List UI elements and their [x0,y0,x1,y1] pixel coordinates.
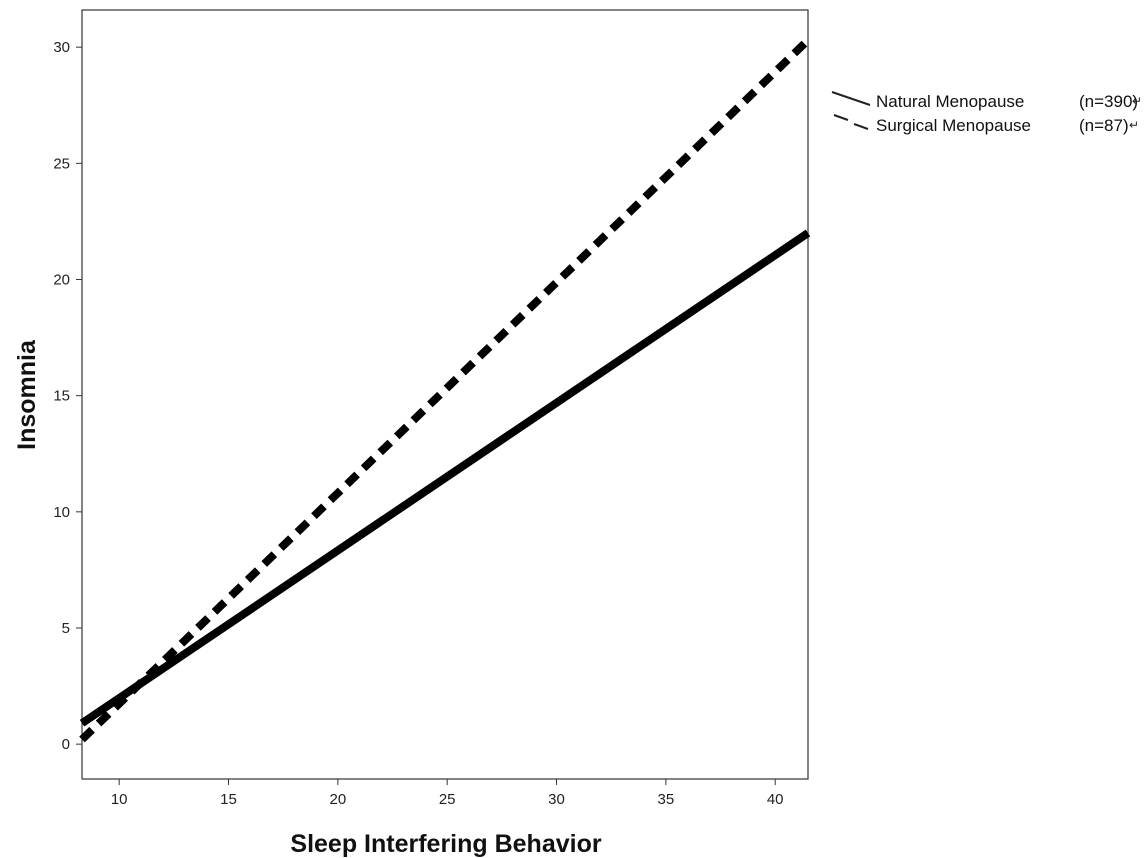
y-tick-label: 30 [53,39,70,56]
x-axis-ticks: 10 15 20 25 30 35 40 [111,779,784,808]
legend-count-surgical-menopause: (n=87) [1079,116,1129,135]
series-line-surgical-menopause [79,37,811,743]
y-tick-label: 25 [53,155,70,172]
y-tick-label: 0 [62,736,70,753]
y-tick-label: 15 [53,388,70,405]
x-tick-label: 10 [111,791,128,808]
x-tick-label: 15 [220,791,237,808]
legend-swatch-natural-menopause [831,91,871,106]
series-lines [79,37,811,743]
x-tick-label: 30 [548,791,565,808]
legend: Natural Menopause (n=390) ↵ Surgical Men… [831,91,1142,135]
x-tick-label: 35 [658,791,675,808]
y-tick-label: 5 [62,620,70,637]
y-tick-label: 20 [53,271,70,288]
x-tick-label: 20 [330,791,347,808]
series-line-natural-menopause [79,229,811,727]
legend-swatch-surgical-menopause-1 [833,114,849,121]
return-mark-icon: ↵ [1129,118,1139,132]
y-axis-title: Insomnia [13,339,41,450]
y-axis-ticks: 0 5 10 15 20 25 30 [53,39,82,753]
x-tick-label: 25 [439,791,456,808]
legend-swatch-surgical-menopause-2 [853,123,869,130]
legend-count-natural-menopause: (n=390) [1079,92,1138,111]
y-tick-label: 10 [53,504,70,521]
return-mark-icon: ↵ [1132,94,1142,108]
plot-frame [81,9,809,780]
legend-label-natural-menopause: Natural Menopause [876,92,1024,111]
x-axis-title: Sleep Interfering Behavior [290,830,601,858]
x-tick-label: 40 [767,791,784,808]
legend-label-surgical-menopause: Surgical Menopause [876,116,1031,135]
